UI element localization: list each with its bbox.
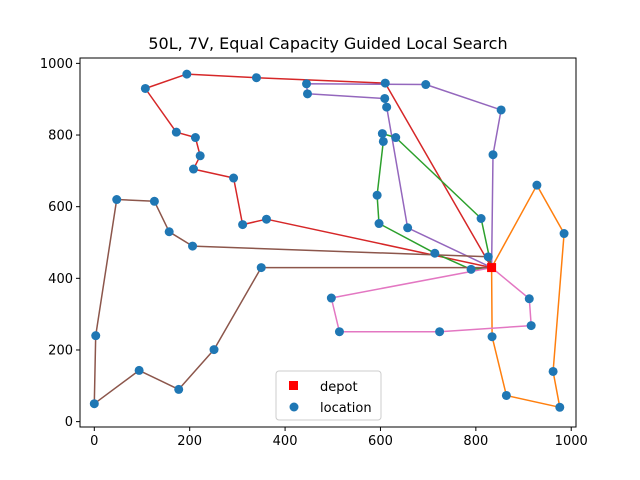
- route-line-4: [490, 184, 565, 409]
- y-tick-label: 200: [48, 343, 73, 358]
- location-point-28: [403, 223, 413, 233]
- x-tick-label: 0: [90, 434, 98, 449]
- location-point-13: [391, 133, 401, 143]
- location-point-32: [430, 248, 440, 258]
- y-tick-label: 1000: [40, 57, 73, 72]
- location-point-6: [421, 80, 431, 90]
- location-point-10: [496, 105, 506, 115]
- location-point-9: [382, 102, 392, 112]
- legend-location-marker: [289, 402, 299, 412]
- location-point-45: [548, 366, 558, 376]
- x-tick-label: 400: [273, 434, 298, 449]
- location-point-36: [326, 293, 336, 303]
- location-point-11: [171, 127, 181, 137]
- location-point-33: [483, 252, 493, 262]
- route-line-5: [330, 266, 532, 333]
- routes-layer: [93, 73, 565, 409]
- route-line-2: [305, 83, 502, 269]
- location-point-40: [435, 327, 445, 337]
- y-tick-label: 600: [48, 200, 73, 215]
- location-point-18: [189, 164, 199, 174]
- location-point-16: [488, 150, 498, 160]
- location-point-3: [140, 83, 150, 93]
- location-point-25: [261, 214, 271, 224]
- location-point-20: [532, 180, 542, 190]
- location-point-22: [112, 195, 122, 205]
- location-point-5: [302, 79, 312, 89]
- legend-box: [275, 370, 382, 421]
- location-point-1: [182, 69, 192, 79]
- route-line-3: [376, 132, 493, 271]
- y-tick-label: 400: [48, 272, 73, 287]
- x-tick-label: 200: [177, 434, 202, 449]
- location-point-43: [209, 345, 219, 355]
- location-point-12: [377, 129, 387, 139]
- location-point-34: [256, 263, 266, 273]
- x-tick-label: 1000: [555, 434, 588, 449]
- location-point-21: [372, 190, 382, 200]
- location-point-38: [526, 321, 536, 331]
- legend-depot-label: depot: [320, 380, 358, 395]
- location-point-29: [164, 227, 174, 237]
- location-point-37: [524, 294, 534, 304]
- location-point-49: [555, 402, 565, 412]
- x-tick-label: 600: [368, 434, 393, 449]
- location-point-4: [380, 78, 390, 88]
- location-point-42: [487, 332, 497, 342]
- location-point-24: [476, 213, 486, 223]
- location-point-2: [251, 73, 261, 83]
- location-point-47: [501, 390, 511, 400]
- legend-location-label: location: [320, 401, 372, 416]
- x-axis-ticks: 0 200 400 600 800 1000: [90, 427, 588, 449]
- location-point-48: [89, 399, 99, 409]
- location-point-44: [134, 365, 144, 375]
- location-point-8: [380, 93, 390, 103]
- location-point-35: [466, 264, 476, 274]
- legend-depot-marker: [289, 381, 298, 390]
- location-point-31: [188, 241, 198, 251]
- location-point-27: [374, 219, 384, 229]
- location-point-15: [378, 136, 388, 146]
- points-layer: [89, 69, 569, 412]
- y-tick-label: 800: [48, 129, 73, 144]
- location-point-14: [190, 133, 200, 143]
- depot-point: [487, 263, 497, 273]
- location-point-30: [559, 229, 569, 239]
- location-point-26: [238, 220, 248, 230]
- plot-frame: [79, 57, 577, 428]
- legend: depot location: [275, 370, 382, 421]
- y-axis-ticks: 0 200 400 600 800 1000: [40, 57, 80, 430]
- location-point-23: [149, 196, 159, 206]
- x-tick-label: 800: [463, 434, 488, 449]
- location-point-17: [195, 151, 205, 161]
- location-point-39: [334, 327, 344, 337]
- y-tick-label: 0: [65, 415, 73, 430]
- location-point-41: [91, 331, 101, 341]
- location-point-19: [229, 173, 239, 183]
- location-point-46: [174, 384, 184, 394]
- chart-title: 50L, 7V, Equal Capacity Guided Local Sea…: [148, 34, 507, 53]
- location-point-7: [302, 89, 312, 99]
